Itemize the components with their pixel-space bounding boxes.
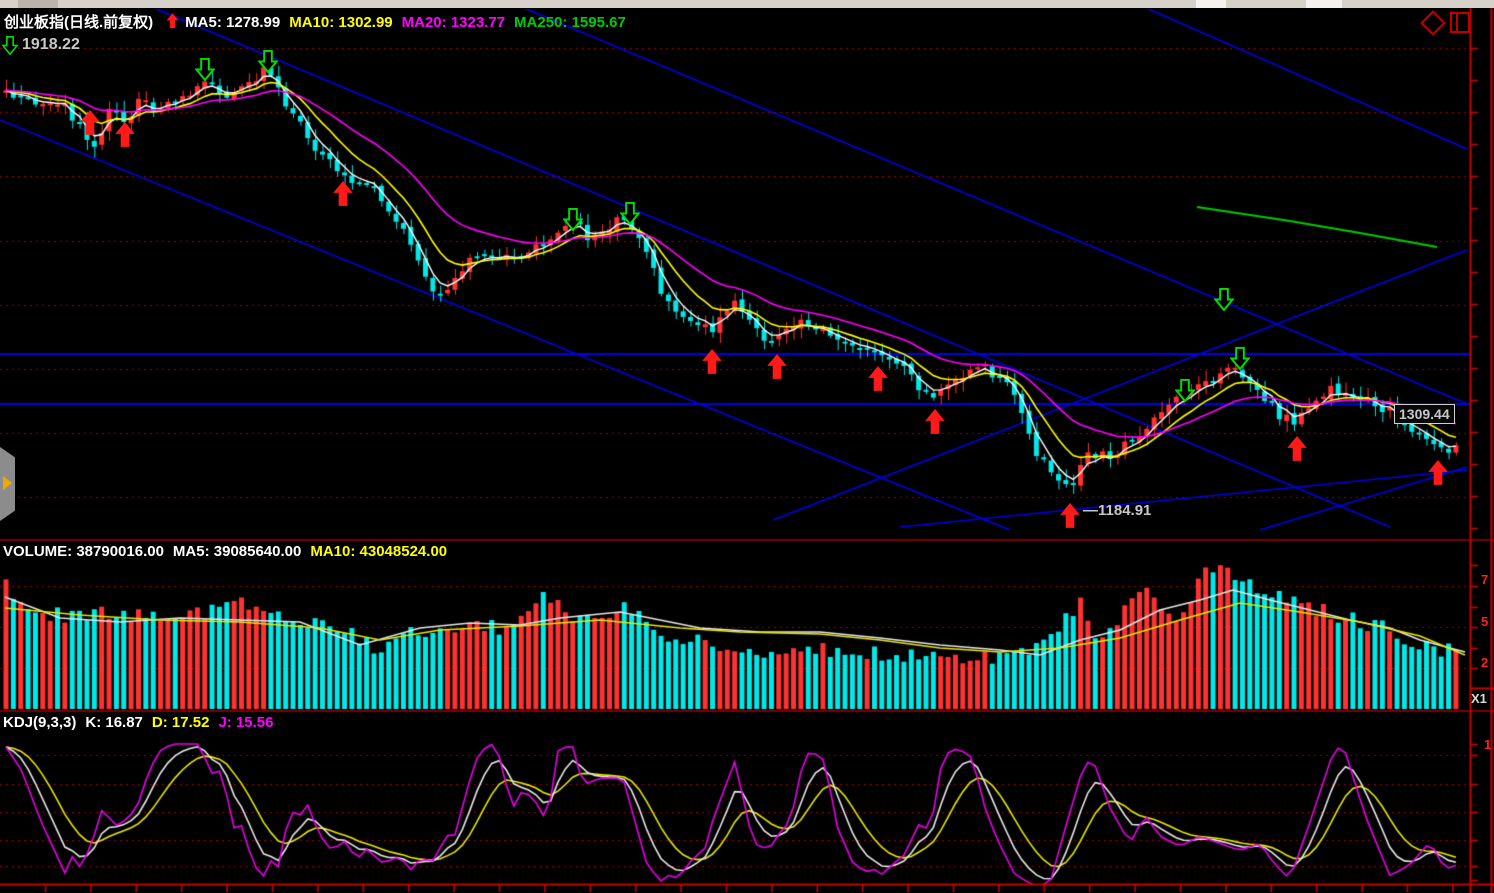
sell-signal-arrow [1230, 347, 1252, 373]
sell-signal-arrow [563, 208, 585, 234]
sell-signal-arrow [195, 58, 217, 84]
volume-header: VOLUME: 38790016.00 MA5: 39085640.00 MA10:… [3, 543, 456, 560]
main-chart-header: 创业板指(日线.前复权) MA5: 1278.99 MA10: 1302.99 MA2… [4, 11, 635, 33]
volume-ma10-value: MA10: 43048524.00 [310, 543, 448, 560]
buy-signal-arrow [332, 181, 354, 207]
symbol-title: 创业板指(日线.前复权) [4, 14, 154, 31]
kdj-header: KDJ(9,3,3) K: 16.87 D: 17.52 J: 15.56 [3, 714, 283, 731]
volume-axis-label: 2 [1481, 655, 1489, 670]
buy-signal-arrow [79, 110, 101, 136]
kdj-j-value: J: 15.56 [218, 714, 274, 731]
buy-signal-arrow [1427, 460, 1449, 486]
buy-signal-arrow [1286, 436, 1308, 462]
sell-signal-arrow [620, 202, 642, 228]
volume-value: VOLUME: 38790016.00 [3, 543, 164, 560]
buy-signal-arrow [766, 354, 788, 380]
ma5-value: MA5: 1278.99 [185, 14, 281, 31]
low-price-label: —1184.91 [1083, 502, 1152, 519]
volume-axis-label: 7 [1481, 572, 1489, 587]
kdj-axis-label: 1 [1484, 737, 1492, 752]
last-price-label: 1309.44 [1394, 404, 1455, 424]
volume-axis-label: 5 [1481, 614, 1489, 629]
window-strip-notch [1196, 0, 1226, 8]
kdj-d-value: D: 17.52 [151, 714, 210, 731]
trend-up-icon [166, 13, 179, 33]
ma10-value: MA10: 1302.99 [289, 14, 393, 31]
high-price-label: 1918.22 [22, 36, 80, 53]
sell-signal-icon [1, 36, 19, 60]
window-strip-notch [18, 0, 58, 8]
buy-signal-arrow [701, 349, 723, 375]
sell-signal-arrow [1175, 379, 1197, 405]
ma20-value: MA20: 1323.77 [401, 14, 506, 31]
volume-unit-label: X1 [1471, 691, 1487, 706]
ma250-value: MA250: 1595.67 [514, 14, 626, 31]
buy-signal-arrow [1059, 503, 1081, 529]
buy-signal-arrow [924, 409, 946, 435]
split-pane-icon[interactable] [1450, 12, 1470, 33]
kdj-label: KDJ(9,3,3) [3, 714, 77, 731]
sell-signal-arrow [258, 50, 280, 76]
volume-ma5-value: MA5: 39085640.00 [172, 543, 302, 560]
window-top-strip [0, 0, 1494, 8]
window-strip-notch [1306, 0, 1342, 8]
sidebar-expand-tab[interactable] [0, 447, 15, 521]
buy-signal-arrow [867, 366, 889, 392]
expand-arrow-icon [3, 476, 12, 490]
buy-signal-arrow [114, 122, 136, 148]
kdj-k-value: K: 16.87 [85, 714, 143, 731]
high-price-row: 1918.22 [1, 36, 80, 60]
sell-signal-arrow [1214, 288, 1236, 314]
